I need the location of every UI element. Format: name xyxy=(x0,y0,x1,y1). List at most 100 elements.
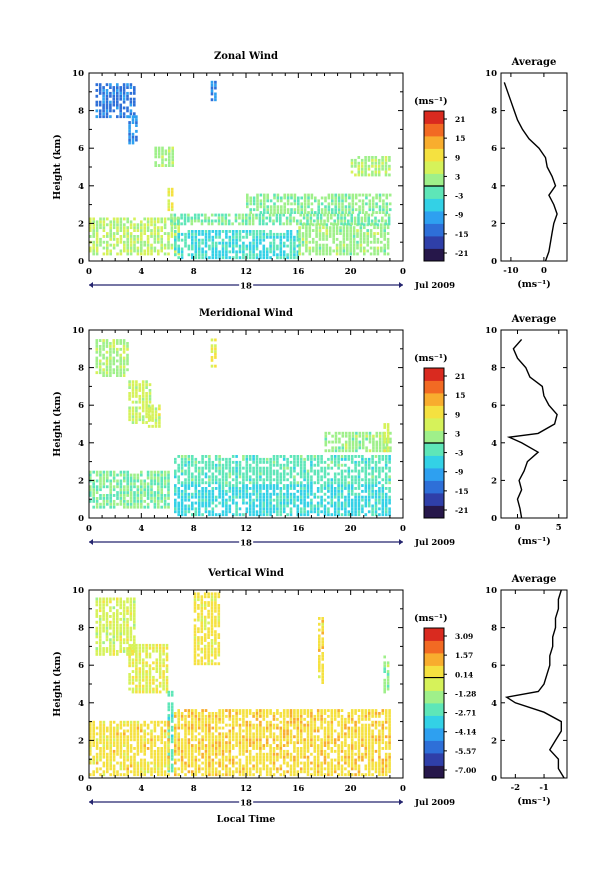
heatmap-cell xyxy=(102,353,105,357)
heatmap-cell xyxy=(245,469,249,473)
heatmap-cell xyxy=(245,723,249,727)
heatmap-cell xyxy=(112,368,116,372)
heatmap-cell xyxy=(333,472,337,476)
heatmap-cell xyxy=(191,513,194,517)
heatmap-cell xyxy=(171,158,174,162)
heatmap-cell xyxy=(119,744,123,747)
heatmap-cell xyxy=(136,502,140,506)
heatmap-cell xyxy=(334,205,337,209)
heatmap-cell xyxy=(210,659,214,663)
heatmap-cell xyxy=(211,767,215,771)
heatmap-cell xyxy=(327,501,330,505)
heatmap-cell xyxy=(98,89,102,92)
heatmap-cell xyxy=(262,513,266,517)
heatmap-cell xyxy=(361,202,365,206)
heatmap-cell xyxy=(360,164,364,168)
heatmap-cell xyxy=(374,495,378,499)
heatmap-cell xyxy=(187,755,191,759)
heatmap-cell xyxy=(180,717,184,721)
heatmap-cell xyxy=(323,504,327,508)
heatmap-cell xyxy=(208,230,211,233)
heatmap-cell xyxy=(245,755,249,759)
heatmap-cell xyxy=(252,208,256,212)
heatmap-cell xyxy=(369,240,373,244)
heatmap-cell xyxy=(200,624,204,628)
heatmap-cell xyxy=(299,507,303,511)
heatmap-cell xyxy=(203,601,207,604)
heatmap-cell xyxy=(225,504,228,508)
heatmap-cell xyxy=(293,484,296,487)
heatmap-cell xyxy=(388,460,391,464)
heatmap-cell xyxy=(112,767,116,771)
heatmap-cell xyxy=(218,773,221,777)
heatmap-cell xyxy=(374,498,378,502)
heatmap-cell xyxy=(293,241,296,245)
heatmap-cell xyxy=(112,732,116,736)
heatmap-cell xyxy=(349,249,352,253)
heatmap-cell xyxy=(141,415,145,419)
heatmap-cell xyxy=(378,469,381,473)
heatmap-cell xyxy=(116,723,119,727)
heatmap-cell xyxy=(135,115,138,119)
heatmap-cell xyxy=(173,222,177,226)
heatmap-cell xyxy=(153,749,157,753)
heatmap-cell xyxy=(112,726,116,730)
heatmap-cell xyxy=(95,647,99,650)
heatmap-cell xyxy=(331,211,334,214)
heatmap-cell xyxy=(105,91,109,95)
heatmap-cell xyxy=(259,767,262,771)
heatmap-cell xyxy=(210,356,214,359)
heatmap-cell xyxy=(197,469,201,473)
heatmap-cell xyxy=(265,253,269,257)
heatmap-cell xyxy=(89,473,92,477)
heatmap-cell xyxy=(128,406,131,410)
heatmap-cell xyxy=(187,495,191,499)
heatmap-cell xyxy=(162,661,165,665)
heatmap-cell xyxy=(126,626,129,630)
heatmap-cell xyxy=(347,481,351,485)
heatmap-cell xyxy=(154,413,158,417)
heatmap-cell xyxy=(194,510,198,514)
heatmap-cell xyxy=(332,240,335,244)
heatmap-cell xyxy=(265,714,269,718)
heatmap-cell xyxy=(211,238,215,242)
heatmap-cell xyxy=(145,664,148,668)
heatmap-cell xyxy=(331,193,334,197)
heatmap-cell xyxy=(357,167,361,171)
heatmap-cell xyxy=(95,470,99,474)
heatmap-cell xyxy=(359,243,363,247)
heatmap-cell xyxy=(337,504,340,508)
heatmap-cell xyxy=(310,510,313,514)
heatmap-cell xyxy=(187,764,191,768)
heatmap-cell xyxy=(238,758,242,762)
heatmap-cell xyxy=(194,749,198,753)
heatmap-cell xyxy=(98,103,102,107)
heatmap-cell xyxy=(165,646,169,650)
heatmap-cell xyxy=(363,235,366,238)
heatmap-cell xyxy=(272,723,276,727)
heatmap-cell xyxy=(95,635,99,639)
heatmap-cell xyxy=(152,643,155,647)
heatmap-cell xyxy=(126,237,129,241)
heatmap-cell xyxy=(200,601,204,604)
heatmap-cell xyxy=(363,249,366,253)
heatmap-cell xyxy=(344,501,347,505)
heatmap-cell xyxy=(330,455,334,458)
heatmap-cell xyxy=(238,767,242,771)
heatmap-cell xyxy=(381,487,385,490)
heatmap-cell xyxy=(126,735,129,739)
heatmap-cell xyxy=(211,256,215,260)
heatmap-cell xyxy=(265,475,269,479)
heatmap-cell xyxy=(384,513,388,517)
heatmap-cell xyxy=(136,497,140,500)
heatmap-cell xyxy=(272,219,275,223)
colorbar-swatch xyxy=(424,493,444,506)
heatmap-cell xyxy=(351,446,355,450)
heatmap-cell xyxy=(373,237,376,241)
heatmap-cell xyxy=(95,752,99,756)
heatmap-cell xyxy=(105,635,109,639)
heatmap-cell xyxy=(311,237,315,241)
heatmap-cell xyxy=(122,94,126,98)
heatmap-cell xyxy=(315,235,318,238)
heatmap-cell xyxy=(119,502,123,506)
